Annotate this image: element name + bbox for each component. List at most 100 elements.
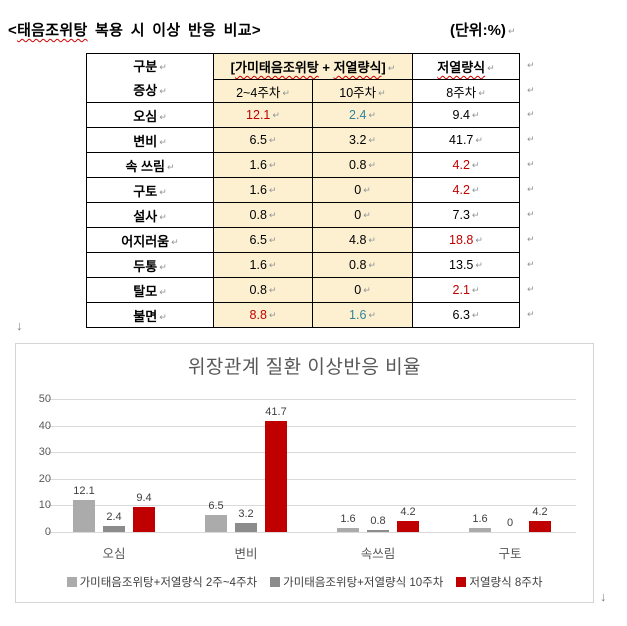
corner-top-text: 구분 [133,59,158,74]
subheader-text: 2~4주차 [236,85,281,100]
value-text: 3.2 [349,133,367,147]
pilcrow-mark: ↵ [268,185,277,195]
value-cell[interactable]: 0.8 ↵ [213,277,313,303]
value-cell[interactable]: 4.2 ↵ [412,177,520,203]
chart-title: 위장관계 질환 이상반응 비율 [187,357,422,378]
value-cell[interactable]: 7.3 ↵ [412,202,520,228]
value-cell[interactable]: 1.6 ↵ [312,302,413,328]
chart-gridline [48,399,576,400]
symptom-cell[interactable]: 속 쓰림 ↵ [86,152,214,178]
value-cell[interactable]: 6.3 ↵ [412,302,520,328]
control-header-text: 저열량식 [437,60,486,75]
value-cell[interactable]: 8.8 ↵ [213,302,313,328]
comparison-table[interactable]: 구분 ↵ 증상 ↵ [가미태음조위탕 + 저열량식] ↵ 저열량식 ↵ 2~4주차 ↵ 10주차 ↵ 8… [86,53,520,328]
symptom-cell[interactable]: 오심 ↵ [86,102,214,128]
chart-gridline [48,425,576,427]
symptom-text: 속 쓰림 [125,158,165,174]
value-cell[interactable]: 12.1 ↵ [213,102,313,128]
pilcrow-mark: ↵ [159,211,167,222]
value-cell[interactable]: 6.5 ↵ [213,227,313,253]
pilcrow-mark: ↵ [368,235,376,245]
value-cell[interactable]: 0 ↵ [312,177,413,203]
pilcrow-mark: ↵ [159,86,167,96]
legend-item: 가미태음조위탕+저열량식 2주~4주차 [66,574,257,590]
table-row: 구토 ↵ 1.6 ↵ 0 ↵ 4.2 ↵ [86,177,520,203]
value-cell[interactable]: 41.7 ↵ [412,127,520,153]
pilcrow-mark: ↵ [159,261,167,272]
value-cell[interactable]: 13.5 ↵ [412,252,520,278]
value-cell[interactable]: 1.6 ↵ [213,252,313,278]
chart-bar [397,520,419,532]
symptom-cell[interactable]: 구토 ↵ [86,177,214,203]
pilcrow-mark: ↵ [159,286,167,297]
value-cell[interactable]: 18.8 ↵ [412,227,520,253]
value-cell[interactable]: 0 ↵ [312,277,413,303]
value-text: 8.8 [249,308,267,322]
row-end-mark: ↵ [527,84,535,95]
symptom-cell[interactable]: 어지러움 ↵ [86,227,214,253]
value-text: 6.5 [249,233,267,247]
value-cell[interactable]: 1.6 ↵ [213,177,313,203]
legend-item: 가미태음조위탕+저열량식 10주차 [270,574,443,590]
table-row: 설사 ↵ 0.8 ↵ 0 ↵ 7.3 ↵ [86,202,520,228]
pilcrow-mark: ↵ [159,62,167,72]
symptom-text: 불면 [133,308,158,324]
value-cell[interactable]: 0.8 ↵ [312,252,413,278]
value-text: 0 [354,208,362,222]
value-cell[interactable]: 0.8 ↵ [312,152,413,178]
chart-bar [205,514,227,532]
value-cell[interactable]: 0.8 ↵ [213,202,313,228]
value-text: 0 [354,283,362,297]
pilcrow-mark: ↵ [368,310,376,320]
value-text: 6.5 [249,133,267,147]
legend-swatch [456,577,467,587]
value-cell[interactable]: 0 ↵ [312,202,413,228]
chart-bar [103,525,125,532]
symptom-cell[interactable]: 설사 ↵ [86,202,214,228]
bar-value-label: 4.2 [400,505,416,518]
value-cell[interactable]: 3.2 ↵ [312,127,413,153]
symptom-cell[interactable]: 탈모 ↵ [86,277,214,303]
value-text: 0.8 [249,208,267,222]
table-header-category-symptom[interactable]: 구분 ↵ 증상 ↵ [86,53,214,103]
symptom-text: 어지러움 [121,233,170,249]
unit-label-text: (단위:%) [450,22,506,39]
subheader-text: 10주차 [339,85,377,100]
chart-gridline [48,505,576,507]
value-cell[interactable]: 4.2 ↵ [412,152,520,178]
pilcrow-mark: ↵ [471,160,480,170]
row-end-mark: ↵ [527,108,535,119]
table-subheader-week[interactable]: 2~4주차 ↵ [213,79,313,103]
symptom-text: 두통 [133,258,158,274]
value-text: 12.1 [246,108,271,122]
legend-swatch [66,577,77,587]
value-cell[interactable]: 6.5 ↵ [213,127,313,153]
symptom-cell[interactable]: 변비 ↵ [86,127,214,153]
value-cell[interactable]: 1.6 ↵ [213,152,313,178]
x-axis-category-label: 변비 [234,547,258,561]
row-end-mark: ↵ [527,183,535,194]
corner-top-label: 구분 ↵ [88,55,213,81]
table-header-control-group[interactable]: 저열량식 ↵ [412,53,520,80]
y-axis-tick-label: 0 [44,526,51,538]
legend-item: 저열량식 8주차 [456,574,542,590]
value-cell[interactable]: 9.4 ↵ [412,102,520,128]
value-text: 0 [354,183,362,197]
pilcrow-mark: ↵ [268,235,277,245]
symptom-cell[interactable]: 불면 ↵ [86,302,214,328]
pilcrow-mark: ↵ [159,111,167,122]
text-segment: ] [381,60,386,75]
bar-value-label: 1.6 [340,512,356,525]
value-cell[interactable]: 2.1 ↵ [412,277,520,303]
table-row: 불면 ↵ 8.8 ↵ 1.6 ↵ 6.3 ↵ [86,302,520,328]
value-cell[interactable]: 2.4 ↵ [312,102,413,128]
table-subheader-week[interactable]: 10주차 ↵ [312,79,413,103]
table-subheader-week[interactable]: 8주차 ↵ [412,79,520,103]
chart-object[interactable]: 위장관계 질환 이상반응 비율 가미태음조위탕+저열량식 2주~4주차 가미태음조… [15,343,594,603]
pilcrow-mark: ↵ [478,87,486,98]
value-text: 1.6 [249,183,267,197]
value-text: 13.5 [449,258,474,272]
table-header-combo-group[interactable]: [가미태음조위탕 + 저열량식] ↵ [213,53,413,80]
symptom-cell[interactable]: 두통 ↵ [86,252,214,278]
value-cell[interactable]: 4.8 ↵ [312,227,413,253]
